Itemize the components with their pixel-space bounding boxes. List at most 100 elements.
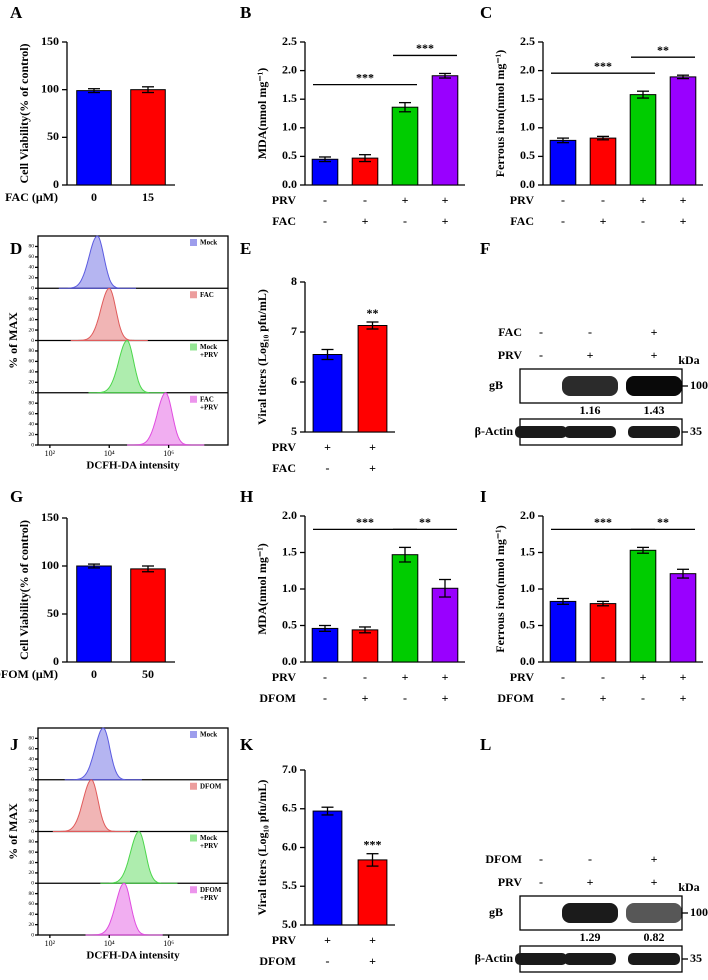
row-value: 0: [91, 190, 97, 204]
legend-label: Mock: [200, 239, 217, 247]
row-value: +: [680, 193, 687, 207]
bar: [357, 859, 388, 926]
x-tick-label: 10⁴: [104, 449, 115, 458]
y-tick-label: 1.0: [520, 120, 535, 134]
blot-row-label: PRV: [498, 875, 523, 889]
error-bar: [439, 578, 451, 598]
y-tick-label: 20: [29, 922, 35, 928]
row-value: -: [323, 670, 327, 684]
row-label: DFOM: [497, 691, 534, 705]
row-value: -: [403, 214, 407, 228]
blot-row-value: -: [588, 852, 592, 866]
bar: [76, 90, 112, 186]
legend-swatch: [190, 834, 197, 842]
band: [562, 903, 618, 923]
y-tick-label: 60: [29, 359, 35, 365]
y-tick-label: 7.0: [282, 762, 297, 776]
y-tick-label: 0: [31, 881, 34, 887]
y-tick-label: 60: [29, 901, 35, 907]
y-tick-label: 60: [29, 411, 35, 417]
row-value: -: [363, 670, 367, 684]
legend-label: +PRV: [200, 842, 218, 850]
error-bar: [142, 565, 154, 573]
row-label: PRV: [272, 933, 297, 947]
histogram: [70, 287, 148, 341]
y-tick-label: 80: [29, 348, 35, 354]
panel-letter: B: [240, 3, 251, 22]
row-value: -: [323, 691, 327, 705]
y-tick-label: 0.5: [282, 148, 297, 162]
error-bar: [321, 806, 334, 816]
band: [562, 376, 618, 396]
band-label: β-Actin: [475, 951, 514, 965]
histogram: [64, 727, 142, 781]
error-bar: [439, 72, 451, 79]
y-axis-label: Cell Viability(% of control): [17, 520, 31, 660]
row-value: -: [326, 461, 330, 475]
error-bar: [597, 135, 609, 141]
band-label: β-Actin: [475, 424, 514, 438]
y-axis-label: % of MAX: [6, 312, 20, 369]
row-value: -: [363, 193, 367, 207]
band-quant: 1.43: [644, 403, 665, 417]
bar: [391, 106, 419, 186]
panel-letter: A: [10, 3, 23, 22]
error-bar: [399, 546, 411, 563]
y-tick-label: 6.0: [282, 839, 297, 853]
y-tick-label: 60: [29, 306, 35, 312]
error-bar: [557, 597, 569, 605]
blot-row-label: PRV: [498, 348, 523, 362]
y-tick-label: 0: [31, 777, 34, 783]
row-value: 15: [142, 190, 154, 204]
histogram: [88, 340, 166, 394]
row-label: FAC: [272, 461, 296, 475]
y-tick-label: 0: [53, 177, 59, 191]
y-tick-label: 2.5: [520, 34, 535, 48]
row-value: +: [362, 214, 369, 228]
row-value: +: [600, 214, 607, 228]
marker-label: 35: [690, 951, 702, 965]
y-axis-label: Ferrous iron(nmol mg⁻¹): [493, 50, 507, 177]
row-value: +: [369, 440, 376, 454]
row-value: +: [402, 193, 409, 207]
bar: [629, 549, 657, 663]
y-tick-label: 0: [31, 932, 34, 938]
y-tick-label: 100: [41, 558, 59, 572]
row-value: -: [641, 214, 645, 228]
marker-label: 35: [690, 424, 702, 438]
y-tick-label: 80: [29, 400, 35, 406]
panel-letter: K: [240, 735, 254, 754]
y-tick-label: 0: [31, 390, 34, 396]
blot-row-value: +: [651, 875, 658, 889]
band: [626, 903, 682, 923]
bar: [311, 158, 339, 186]
significance: **: [419, 515, 431, 529]
band: [564, 426, 616, 438]
error-bar: [677, 74, 689, 80]
y-tick-label: 40: [29, 912, 35, 918]
row-value: +: [324, 440, 331, 454]
legend-label: +PRV: [200, 894, 218, 902]
y-tick-label: 40: [29, 421, 35, 427]
legend-swatch: [190, 239, 197, 246]
band: [628, 953, 680, 965]
bar: [311, 627, 339, 663]
y-tick-label: 0: [53, 654, 59, 668]
bar: [589, 137, 617, 186]
y-tick-label: 1.0: [520, 581, 535, 595]
bar: [130, 568, 166, 663]
legend-swatch: [190, 782, 197, 790]
y-tick-label: 1.5: [282, 544, 297, 558]
y-axis-label: Viral titers (Log₁₀ pfu/mL): [255, 780, 269, 916]
error-bar: [637, 546, 649, 554]
bar: [312, 354, 343, 433]
error-bar: [359, 154, 371, 163]
error-bar: [677, 568, 689, 579]
row-value: +: [369, 461, 376, 475]
panel-letter: G: [10, 487, 23, 506]
blot-row-value: -: [539, 875, 543, 889]
error-bar: [557, 137, 569, 144]
row-value: +: [402, 670, 409, 684]
significance: ***: [594, 515, 612, 529]
y-tick-label: 80: [29, 839, 35, 845]
